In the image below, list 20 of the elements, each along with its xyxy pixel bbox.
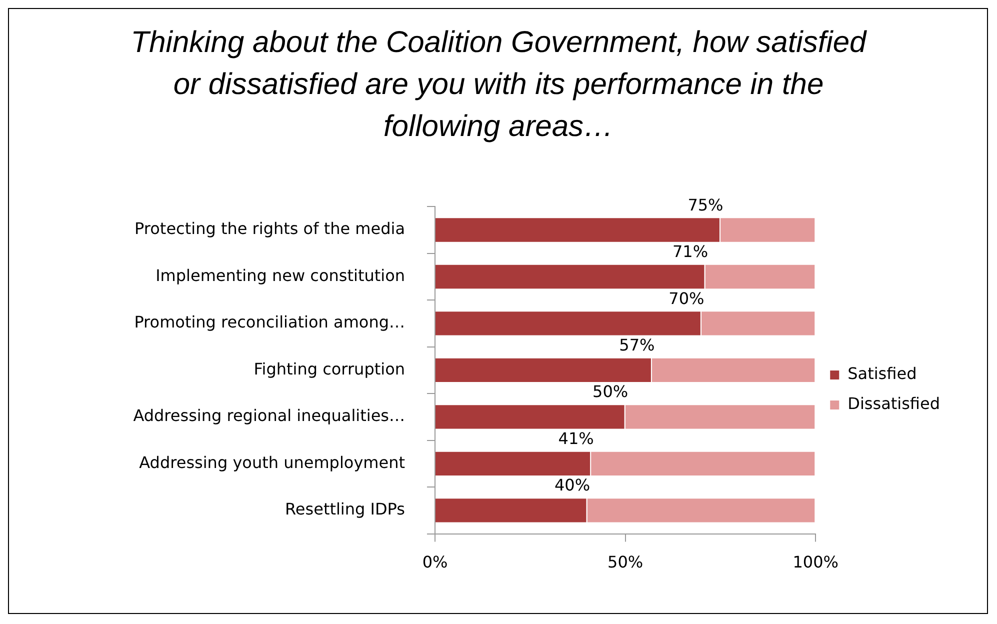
y-tick-label: Promoting reconciliation among… [134,312,405,332]
legend-label: Satisfied [848,364,917,384]
data-label: 41% [558,428,594,448]
data-label: 50% [592,382,628,402]
y-tick-label: Resettling IDPs [285,500,405,519]
legend-label: Dissatisfied [848,394,940,414]
data-label: 57% [619,336,655,354]
y-tick-label: Protecting the rights of the media [134,219,405,238]
data-label: 75% [688,195,724,214]
x-tick-label: 0% [422,552,448,572]
y-tick-label: Implementing new constitution [156,266,405,285]
y-tick-label: Fighting corruption [254,359,405,378]
data-label: 70% [668,288,704,308]
data-label: 40% [554,476,590,495]
y-tick-label: Addressing youth unemployment [139,452,405,472]
data-label: 71% [672,242,708,262]
x-tick-label: 50% [608,552,644,572]
x-tick-label: 100% [792,552,838,572]
y-tick-label: Addressing regional inequalities… [133,406,405,426]
chart-title: Thinking about the Coalition Government, how satisfied or dissatisfied are you with its performance in the following areas… [130,25,868,145]
